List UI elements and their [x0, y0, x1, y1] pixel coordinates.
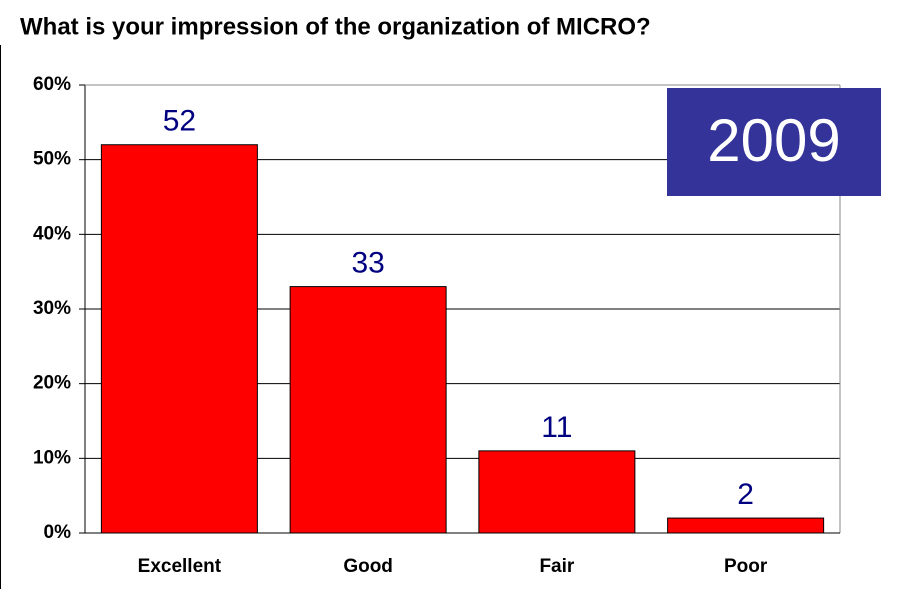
bar — [478, 450, 636, 534]
annotation: 2009 — [707, 107, 840, 174]
chart-title: What is your impression of the organizat… — [20, 13, 651, 40]
x-tick-label: Poor — [724, 556, 768, 577]
bar — [100, 144, 258, 534]
y-tick-label: 30% — [33, 298, 71, 319]
y-tick-label: 20% — [33, 373, 71, 394]
data-label: 2 — [737, 478, 754, 511]
x-tick-label: Good — [343, 556, 393, 577]
data-label: 11 — [541, 411, 572, 444]
x-tick-label: Fair — [539, 556, 574, 577]
data-label: 33 — [351, 247, 384, 280]
y-tick-label: 50% — [33, 149, 71, 170]
y-tick-label: 10% — [33, 447, 71, 468]
data-label: 52 — [163, 105, 196, 138]
annotation-box — [667, 88, 881, 196]
y-tick-label: 40% — [33, 223, 71, 244]
bar — [667, 517, 825, 534]
y-tick-label: 60% — [33, 74, 71, 95]
bar — [289, 286, 447, 534]
y-tick-label: 0% — [44, 522, 72, 543]
x-tick-label: Excellent — [138, 556, 222, 577]
